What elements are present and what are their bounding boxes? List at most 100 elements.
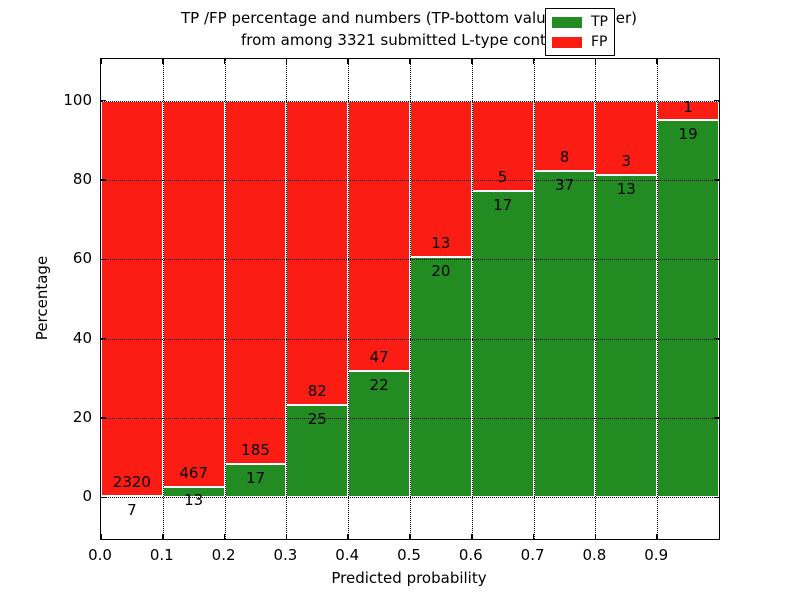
gridline-vertical [162, 59, 164, 539]
plot-area: 2320 7 467 13 185 17 82 25 47 22 13 20 5 17 8 37 3 13 1 19 [100, 58, 720, 540]
bar-label-tp: 25 [307, 409, 327, 428]
legend-swatch-fp [552, 36, 582, 48]
x-tick-top [285, 59, 288, 64]
x-tick-label: 0.0 [88, 546, 112, 564]
y-tick-right [714, 496, 719, 499]
x-tick-label: 0.7 [520, 546, 545, 564]
legend-row: FP [552, 34, 608, 50]
y-tick-right [714, 99, 719, 102]
y-tick-label: 60 [72, 249, 92, 268]
y-tick-left [101, 417, 106, 419]
bar-segment-fp [533, 100, 596, 172]
bar-label-fp: 13 [431, 234, 451, 253]
x-tick-label: 0.8 [582, 546, 607, 564]
bar-segment-fp [224, 100, 287, 464]
bar-label-tp: 17 [493, 195, 513, 214]
x-tick-bottom [223, 534, 226, 539]
y-tick-right [714, 179, 719, 181]
bar-label-tp: 13 [184, 491, 204, 510]
bar-label-tp: 20 [431, 261, 451, 280]
bar-label-tp: 19 [678, 125, 698, 144]
bar-segment-tp [348, 370, 410, 498]
x-tick-bottom [409, 534, 411, 539]
gridline-vertical [533, 59, 535, 539]
y-tick-label: 80 [72, 169, 92, 188]
x-tick-bottom [162, 534, 164, 539]
x-tick-top [223, 59, 226, 64]
bar-label-tp: 13 [616, 179, 636, 198]
x-tick-top [656, 59, 658, 64]
bar-label-fp: 2320 [112, 473, 151, 492]
gridline-vertical [224, 59, 226, 539]
bar-segment-tp [595, 175, 658, 498]
y-tick-right [714, 417, 719, 419]
bar-label-tp: 7 [127, 501, 137, 520]
x-tick-bottom [100, 534, 102, 539]
x-tick-label: 0.4 [335, 546, 360, 564]
gridline-vertical [348, 59, 350, 539]
gridline-vertical [471, 59, 473, 539]
y-tick-left [101, 179, 106, 181]
y-tick-right [714, 258, 719, 261]
x-tick-top [100, 59, 102, 64]
bar-label-fp: 185 [241, 441, 270, 460]
x-tick-top [471, 59, 473, 64]
bar-segment-tp [657, 120, 719, 498]
x-tick-label: 0.9 [644, 546, 669, 564]
y-tick-label: 0 [82, 487, 92, 506]
gridline-vertical [595, 59, 597, 539]
legend-label-fp: FP [591, 34, 608, 50]
y-tick-left [101, 337, 106, 340]
y-tick-left [101, 258, 106, 261]
y-tick-label: 100 [63, 90, 92, 109]
x-tick-top [532, 59, 535, 64]
bar-label-tp: 17 [245, 468, 266, 487]
bar-label-tp: 22 [369, 375, 389, 394]
x-tick-bottom [594, 534, 597, 539]
x-tick-bottom [656, 534, 658, 539]
bar-segment-tp [471, 190, 534, 498]
y-tick-right [714, 337, 719, 340]
legend-label-tp: TP [591, 14, 608, 30]
x-tick-label: 0.6 [458, 546, 483, 564]
chart-title-line2: from among 3321 submitted L-type contact… [240, 31, 578, 49]
bar-label-fp: 467 [179, 463, 209, 482]
x-tick-bottom [471, 534, 473, 539]
x-tick-bottom [347, 534, 349, 539]
bar-label-fp: 82 [307, 381, 327, 400]
bar-segment-fp [348, 100, 410, 371]
gridline-vertical [657, 59, 659, 539]
bar-segment-tp [410, 256, 472, 498]
bar-segment-fp [101, 100, 163, 497]
x-tick-label: 0.3 [273, 546, 298, 564]
y-tick-left [101, 99, 106, 102]
x-tick-top [594, 59, 597, 64]
y-axis-label: Percentage [33, 255, 51, 341]
y-tick-label: 20 [72, 408, 92, 426]
gridline-vertical [410, 59, 411, 539]
y-tick-label: 40 [72, 328, 92, 347]
bar-segment-fp [162, 100, 225, 487]
chart-title-line1: TP /FP percentage and numbers (TP-bottom… [181, 9, 637, 27]
x-tick-label: 0.1 [149, 546, 174, 564]
x-tick-top [162, 59, 164, 64]
bar-segment-tp [533, 171, 596, 498]
legend: TP FP [545, 8, 615, 56]
x-tick-top [409, 59, 411, 64]
bar-segment-fp [286, 100, 349, 405]
x-tick-bottom [532, 534, 535, 539]
bar-label-fp: 1 [683, 97, 693, 116]
x-axis-label: Predicted probability [331, 569, 487, 587]
bar-segment-tp [286, 404, 349, 498]
x-tick-top [347, 59, 349, 64]
x-tick-label: 0.5 [397, 546, 421, 564]
legend-swatch-tp [552, 16, 582, 28]
x-tick-label: 0.2 [211, 546, 236, 564]
bar-segment-tp [224, 463, 287, 498]
bar-segment-fp [410, 100, 472, 257]
bar-label-fp: 8 [559, 148, 570, 167]
bar-label-fp: 47 [369, 347, 389, 366]
x-tick-bottom [285, 534, 288, 539]
y-tick-left [101, 496, 106, 499]
